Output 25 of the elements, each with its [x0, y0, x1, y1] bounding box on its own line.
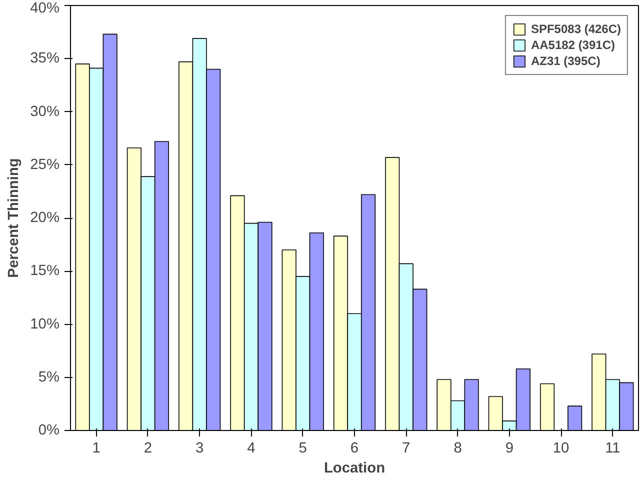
x-tick-label: 8	[454, 440, 462, 456]
legend-label: SPF5083 (426C)	[530, 22, 621, 36]
x-tick-label: 5	[298, 440, 307, 456]
y-tick-label: 20%	[30, 210, 60, 226]
y-axis-title: Percent Thinning	[6, 158, 22, 278]
legend-label: AA5182 (391C)	[530, 38, 615, 52]
x-tick-label: 3	[196, 440, 204, 456]
legend-label: AZ31 (395C)	[530, 54, 600, 68]
y-tick-label: 40%	[30, 0, 60, 16]
y-tick-label: 35%	[30, 50, 60, 67]
y-tick-label: 5%	[38, 369, 60, 386]
x-axis-title: Location	[324, 460, 386, 476]
y-tick-label: 10%	[30, 316, 60, 332]
y-tick-label: 30%	[30, 104, 60, 120]
x-tick-label: 4	[247, 440, 256, 456]
y-tick-label: 25%	[30, 156, 60, 173]
x-tick-label: 6	[350, 440, 359, 456]
x-tick-label: 11	[605, 440, 620, 456]
y-tick-label: 15%	[30, 263, 60, 280]
y-tick-label: 0%	[38, 422, 60, 438]
x-tick-label: 9	[505, 440, 514, 456]
x-tick-label: 1	[92, 440, 100, 456]
x-tick-label: 10	[552, 440, 570, 456]
x-tick-label: 2	[144, 440, 152, 456]
x-tick-label: 7	[402, 440, 410, 456]
